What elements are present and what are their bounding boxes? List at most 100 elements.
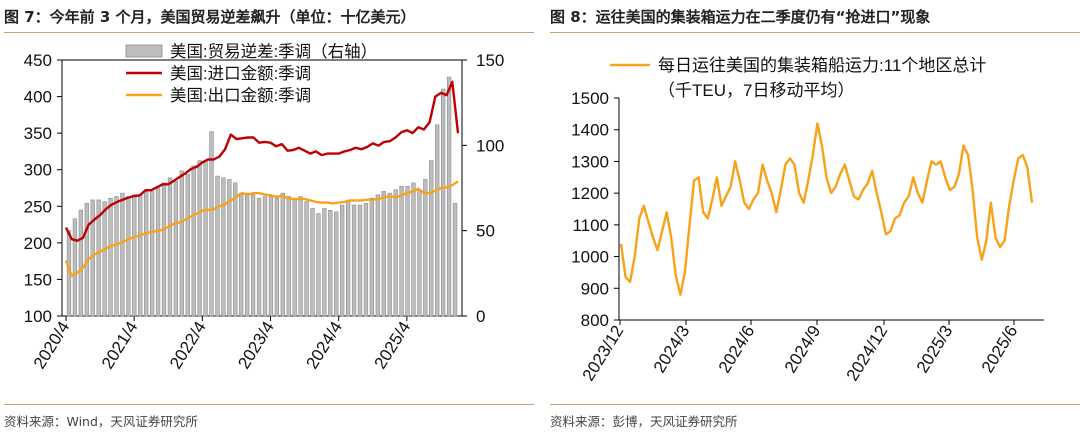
trade-deficit-bar (233, 182, 238, 317)
left-axis-tick-label: 350 (24, 124, 52, 143)
x-axis-tick-label: 2024/3 (650, 322, 694, 376)
legend-label: 美国:出口金额:季调 (170, 86, 311, 105)
trade-deficit-bar (328, 209, 333, 317)
trade-deficit-bar (185, 174, 190, 317)
trade-deficit-bar (221, 177, 226, 317)
x-axis-tick-label: 2025/3 (913, 322, 957, 376)
trade-deficit-bar (132, 194, 137, 317)
trade-deficit-bar (393, 189, 398, 317)
trade-deficit-bar (179, 170, 184, 317)
trade-deficit-bar (203, 160, 208, 317)
trade-deficit-bar (155, 185, 161, 317)
x-axis-tick-label: 2021/4 (98, 318, 142, 372)
trade-deficit-bar (161, 182, 167, 317)
trade-deficit-bar (227, 179, 232, 317)
trade-deficit-bar (387, 192, 392, 317)
trade-deficit-bar (369, 197, 375, 317)
plot-frame (61, 59, 463, 317)
trade-deficit-bar (268, 196, 274, 317)
trade-deficit-bar (429, 160, 434, 317)
legend-swatch-deficit (125, 44, 163, 58)
trade-deficit-bar (310, 208, 315, 317)
right-axis-tick-label: 50 (476, 222, 495, 241)
trade-deficit-bar (191, 165, 196, 317)
legend-label: 美国:贸易逆差:季调（右轴） (170, 42, 377, 61)
y-axis-tick-label: 1400 (571, 121, 609, 140)
trade-deficit-bar (399, 185, 404, 317)
trade-deficit-bar (292, 197, 297, 317)
trade-deficit-bar (215, 175, 220, 317)
y-axis-tick-label: 1200 (571, 184, 609, 203)
y-axis-tick-label: 900 (581, 279, 609, 298)
x-axis-tick-label: 2024/4 (302, 318, 346, 372)
trade-deficit-bar (357, 204, 363, 317)
trade-deficit-bar (441, 88, 446, 317)
right-figure-panel: 图 8：运往美国的集装箱运力在二季度仍有“抢进口”现象 800 900 1000 11… (546, 0, 1080, 437)
trade-deficit-bar (138, 194, 143, 317)
figure-8-title: 图 8：运往美国的集装箱运力在二季度仍有“抢进口”现象 (550, 2, 1080, 33)
x-axis-tick-label: 2023/4 (234, 318, 278, 372)
trade-deficit-bar (102, 201, 107, 317)
trade-deficit-bar (322, 208, 327, 317)
x-axis-tick-label: 2024/9 (781, 322, 825, 376)
left-figure-panel: 图 7：今年前 3 个月，美国贸易逆差飙升（单位：十亿美元） 100 150 200… (0, 0, 534, 437)
right-axis-tick-label: 0 (476, 307, 485, 326)
figure-7-source: 资料来源：Wind，天风证券研究所 (4, 404, 534, 438)
x-axis-tick-label: 2020/4 (30, 318, 74, 372)
x-axis-tick-label: 2024/6 (715, 322, 759, 376)
trade-deficit-bar (173, 180, 179, 317)
y-axis-tick-label: 1300 (571, 152, 609, 171)
left-axis-tick-label: 100 (24, 307, 52, 326)
x-axis-tick-label: 2024/12 (843, 322, 892, 384)
trade-deficit-bar (345, 201, 351, 317)
trade-deficit-bar (411, 182, 416, 317)
trade-deficit-bar (446, 76, 452, 317)
trade-deficit-bar (286, 196, 291, 317)
figure-7-title: 图 7：今年前 3 个月，美国贸易逆差飙升（单位：十亿美元） (4, 2, 534, 33)
y-axis-tick-label: 800 (581, 311, 609, 330)
trade-deficit-bar (167, 177, 173, 317)
x-axis-tick-label: 2025/6 (978, 322, 1022, 376)
trade-deficit-bar (209, 131, 214, 317)
trade-deficit-bar (340, 204, 345, 317)
legend-label: 每日运往美国的集装箱船运力:11个地区总计 (658, 56, 986, 75)
y-axis-tick-label: 1500 (571, 89, 609, 108)
trade-deficit-bar (363, 203, 369, 317)
left-axis-tick-label: 400 (24, 88, 52, 107)
trade-deficit-bar (239, 192, 244, 317)
trade-deficit-bar (96, 199, 101, 317)
left-axis-tick-label: 450 (24, 51, 52, 70)
left-axis-tick-label: 250 (24, 197, 52, 216)
x-axis-tick-label: 2025/4 (371, 318, 415, 372)
left-axis-tick-label: 150 (24, 270, 52, 289)
trade-deficit-bar (381, 191, 386, 317)
trade-deficit-bar (316, 213, 321, 317)
trade-deficit-bar (197, 160, 202, 317)
trade-deficit-bar (375, 194, 380, 317)
trade-deficit-bar (435, 124, 440, 317)
trade-deficit-bar (262, 196, 268, 317)
right-axis-tick-label: 100 (476, 136, 504, 155)
right-axis-tick-label: 150 (476, 51, 504, 70)
trade-deficit-bar (72, 218, 78, 317)
trade-deficit-bar (423, 179, 428, 317)
exports-line (64, 180, 459, 277)
trade-deficit-bar (250, 194, 256, 317)
trade-deficit-bar (149, 191, 155, 317)
imports-line (64, 80, 460, 242)
left-axis-tick-label: 200 (24, 234, 52, 253)
trade-deficit-bar (256, 197, 262, 317)
y-axis-tick-label: 1000 (571, 248, 609, 267)
trade-deficit-bar (351, 204, 357, 317)
trade-deficit-bar (114, 196, 119, 317)
container-capacity-chart: 800 900 1000 1100 1200 1300 1400 1500 2023/12 202… (571, 56, 1044, 384)
x-axis-tick-label: 2022/4 (166, 318, 210, 372)
legend-label: 美国:进口金额:季调 (170, 64, 311, 83)
trade-deficit-bar (274, 197, 279, 317)
trade-deficit-bar (452, 203, 458, 317)
trade-deficit-bar (78, 209, 83, 317)
trade-deficit-bar (245, 192, 250, 317)
capacity-line (619, 122, 1034, 296)
y-axis-tick-label: 1100 (572, 216, 609, 235)
trade-deficit-bar (334, 211, 339, 317)
